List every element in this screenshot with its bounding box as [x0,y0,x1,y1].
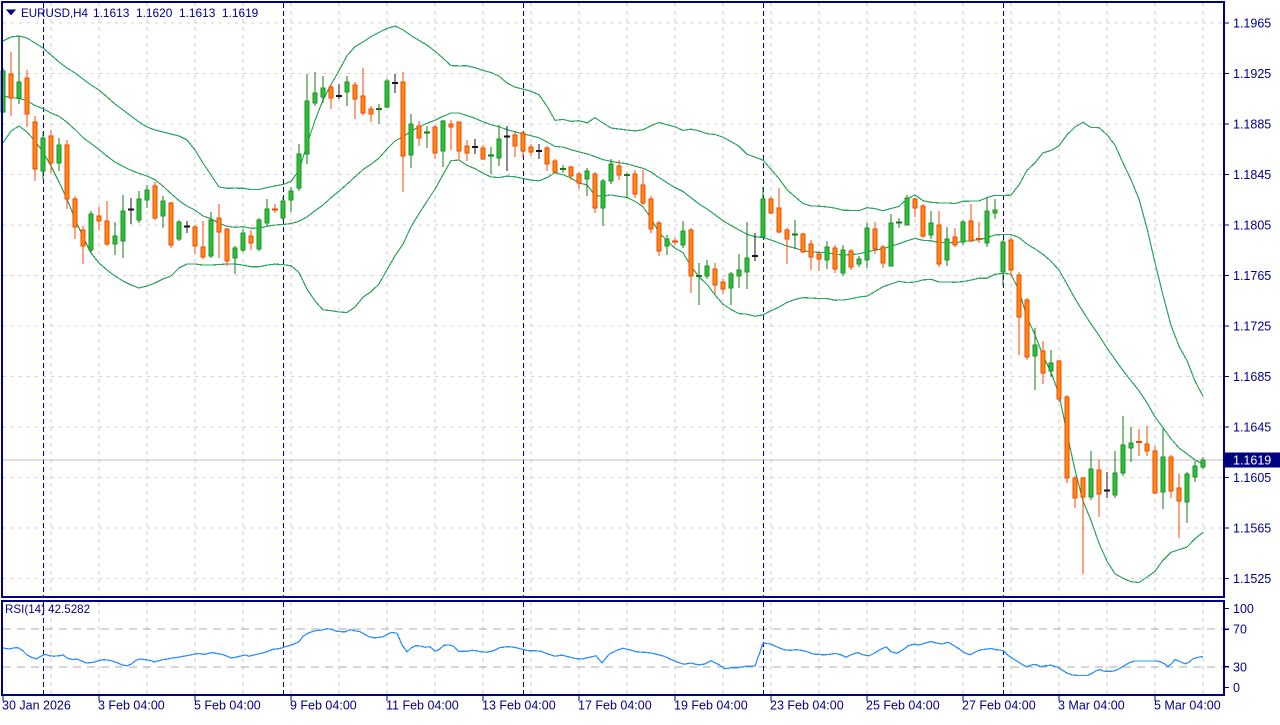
svg-text:1.1619: 1.1619 [1233,454,1271,468]
svg-text:1.1925: 1.1925 [1233,67,1271,81]
svg-text:EURUSD,H4: EURUSD,H4 [21,7,89,20]
svg-text:1.1845: 1.1845 [1233,168,1271,182]
svg-text:17 Feb 04:00: 17 Feb 04:00 [578,699,652,713]
svg-text:27 Feb 04:00: 27 Feb 04:00 [962,699,1036,713]
svg-text:1.1725: 1.1725 [1233,320,1271,334]
svg-text:30: 30 [1233,660,1247,674]
svg-text:19 Feb 04:00: 19 Feb 04:00 [674,699,748,713]
svg-text:1.1965: 1.1965 [1233,17,1271,31]
svg-text:3 Feb 04:00: 3 Feb 04:00 [98,699,165,713]
svg-text:0: 0 [1233,681,1240,695]
svg-text:1.1645: 1.1645 [1233,421,1271,435]
svg-text:9 Feb 04:00: 9 Feb 04:00 [290,699,357,713]
svg-text:100: 100 [1233,602,1254,616]
svg-text:1.1765: 1.1765 [1233,269,1271,283]
svg-text:5 Feb 04:00: 5 Feb 04:00 [194,699,261,713]
svg-text:11 Feb 04:00: 11 Feb 04:00 [386,699,459,713]
svg-text:1.1525: 1.1525 [1233,572,1271,586]
svg-text:1.1613 1.1620 1.1613 1.1619: 1.1613 1.1620 1.1613 1.1619 [93,6,259,20]
svg-text:3 Mar 04:00: 3 Mar 04:00 [1058,699,1125,713]
svg-text:1.1805: 1.1805 [1233,219,1271,233]
svg-text:13 Feb 04:00: 13 Feb 04:00 [482,699,556,713]
svg-text:1.1565: 1.1565 [1233,522,1271,536]
svg-text:30 Jan 2026: 30 Jan 2026 [2,699,71,713]
svg-text:23 Feb 04:00: 23 Feb 04:00 [770,699,844,713]
svg-text:RSI(14) 42.5282: RSI(14) 42.5282 [5,603,90,616]
svg-text:1.1685: 1.1685 [1233,370,1271,384]
svg-text:70: 70 [1233,623,1247,637]
svg-text:1.1605: 1.1605 [1233,471,1271,485]
svg-text:25 Feb 04:00: 25 Feb 04:00 [866,699,940,713]
svg-text:5 Mar 04:00: 5 Mar 04:00 [1154,699,1221,713]
svg-text:1.1885: 1.1885 [1233,118,1271,132]
